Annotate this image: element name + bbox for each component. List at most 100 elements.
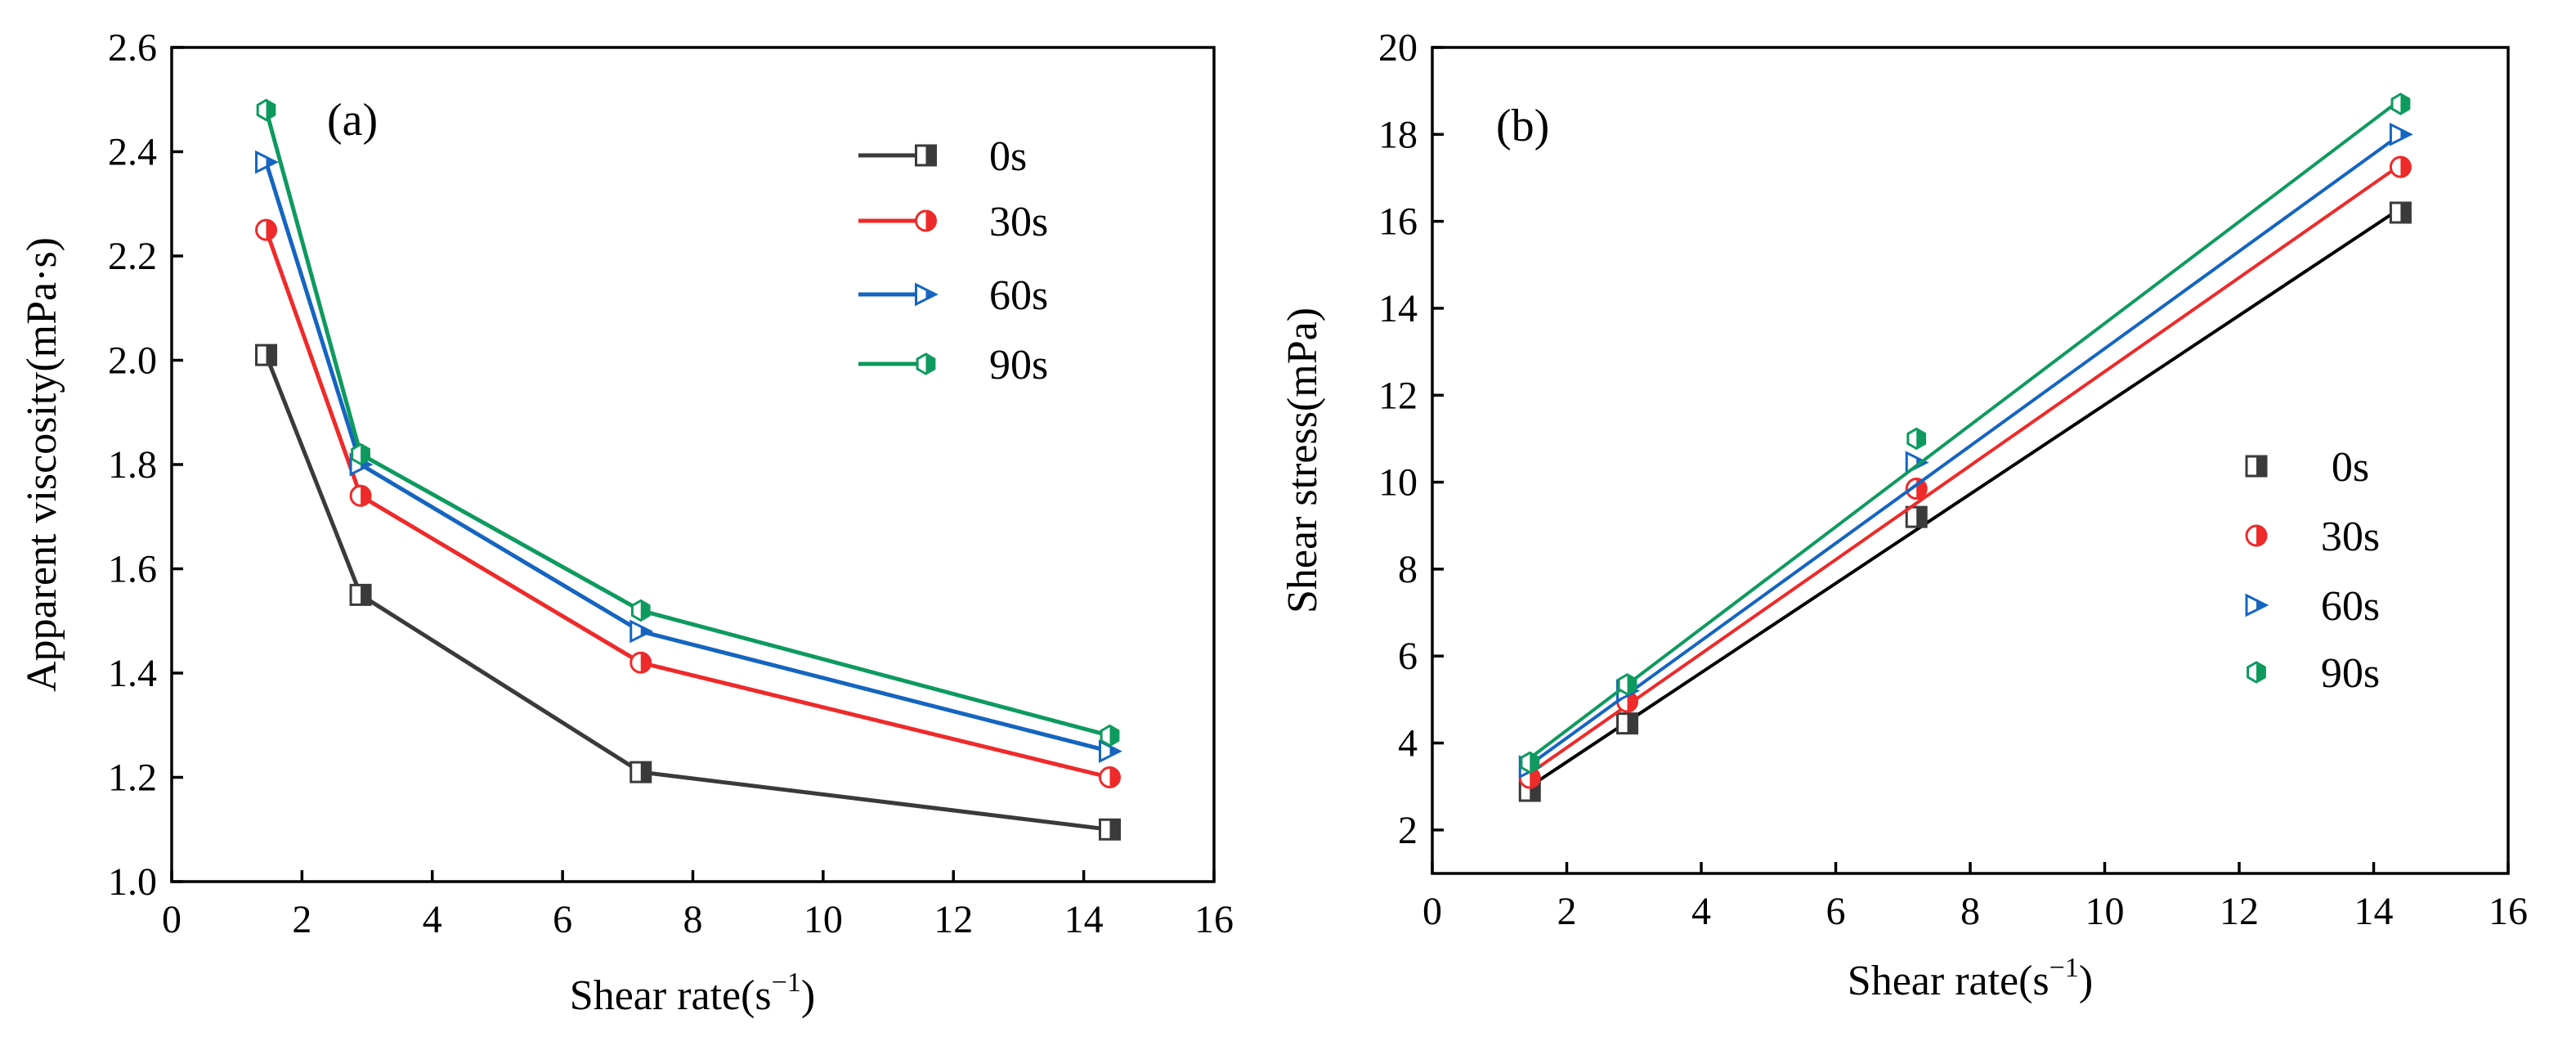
legend-marker-b-90s bbox=[2247, 661, 2266, 684]
data-point-a-90s-0 bbox=[256, 98, 276, 122]
data-point-a-30s-1 bbox=[349, 484, 372, 507]
y-tick-label-b-10: 10 bbox=[1378, 461, 1418, 505]
x-axis-label-b: Shear rate(s−1) bbox=[1848, 953, 2093, 1004]
legend-a: 0s 30s 60s 90s bbox=[858, 133, 1048, 388]
x-tick-label-a-12: 12 bbox=[934, 898, 973, 941]
data-point-b-0s-1 bbox=[1616, 712, 1639, 735]
panel-label-a: (a) bbox=[327, 95, 378, 146]
x-tick-label-b-2: 2 bbox=[1557, 890, 1577, 933]
fit-line-b-30s bbox=[1529, 163, 2402, 775]
x-axis-label-a: Shear rate(s−1) bbox=[570, 967, 815, 1019]
x-tick-label-b-6: 6 bbox=[1826, 890, 1846, 933]
panel-label-b: (b) bbox=[1496, 101, 1549, 151]
x-tick-label-b-16: 16 bbox=[2489, 890, 2528, 933]
y-tick-label-b-2: 2 bbox=[1398, 809, 1418, 852]
data-point-b-90s-3 bbox=[2390, 92, 2411, 115]
data-point-a-90s-1 bbox=[351, 442, 370, 466]
data-point-a-90s-2 bbox=[630, 599, 651, 622]
data-point-a-0s-3 bbox=[1099, 818, 1121, 841]
x-tick-label-a-2: 2 bbox=[292, 898, 311, 941]
data-point-b-0s-2 bbox=[1905, 505, 1928, 528]
data-point-a-0s-1 bbox=[349, 583, 372, 606]
y-tick-label-a-2.0: 2.0 bbox=[108, 339, 157, 383]
data-point-b-30s-2 bbox=[1905, 478, 1928, 501]
y-tick-label-b-12: 12 bbox=[1378, 374, 1418, 417]
y-axis-label-a: Apparent viscosity(mPa·s) bbox=[19, 237, 65, 692]
y-tick-label-b-18: 18 bbox=[1378, 113, 1418, 156]
series-line-a-90s bbox=[264, 109, 1111, 738]
chart-panel-a: (a) Shear rate(s−1) Apparent viscosity(m… bbox=[19, 26, 1234, 1019]
data-point-a-30s-0 bbox=[255, 218, 278, 241]
data-point-a-60s-2 bbox=[629, 619, 654, 644]
y-tick-label-b-20: 20 bbox=[1378, 26, 1418, 70]
x-tick-label-a-0: 0 bbox=[162, 898, 181, 941]
x-tick-label-b-10: 10 bbox=[2085, 890, 2125, 933]
x-tick-label-a-16: 16 bbox=[1194, 898, 1234, 941]
x-tick-label-b-8: 8 bbox=[1960, 890, 1980, 933]
y-tick-label-b-16: 16 bbox=[1378, 200, 1418, 244]
y-axis-label-b: Shear stress(mPa) bbox=[1279, 308, 1326, 613]
data-point-b-30s-3 bbox=[2389, 155, 2412, 178]
x-tick-label-b-14: 14 bbox=[2354, 890, 2394, 933]
x-tick-label-a-14: 14 bbox=[1064, 898, 1104, 941]
y-tick-label-a-2.2: 2.2 bbox=[108, 235, 157, 278]
legend-marker-b-0s bbox=[2245, 455, 2268, 478]
data-point-b-0s-3 bbox=[2389, 201, 2412, 224]
legend-label-b-30s: 30s bbox=[2321, 514, 2380, 560]
legend-marker-b-60s bbox=[2245, 593, 2269, 617]
series-line-a-60s bbox=[264, 161, 1111, 754]
legend-label-b-60s: 60s bbox=[2321, 583, 2380, 630]
y-tick-label-a-1.0: 1.0 bbox=[108, 860, 157, 904]
series-group-a bbox=[255, 98, 1122, 841]
legend-label-a-0s: 0s bbox=[989, 133, 1027, 180]
y-tick-label-b-14: 14 bbox=[1378, 287, 1418, 330]
legend-label-a-60s: 60s bbox=[989, 272, 1048, 319]
data-point-a-30s-3 bbox=[1099, 766, 1121, 788]
data-point-b-60s-3 bbox=[2389, 122, 2413, 146]
data-point-a-90s-3 bbox=[1100, 724, 1120, 747]
legend-marker-a-0s bbox=[915, 144, 937, 167]
fit-line-b-60s bbox=[1529, 132, 2402, 766]
series-group-b bbox=[1518, 92, 2413, 802]
legend-label-b-90s: 90s bbox=[2321, 650, 2380, 697]
y-tick-label-a-1.2: 1.2 bbox=[108, 756, 157, 800]
data-point-b-90s-2 bbox=[1906, 427, 1927, 451]
data-point-a-0s-0 bbox=[255, 343, 278, 366]
y-tick-label-a-2.4: 2.4 bbox=[108, 131, 157, 174]
fit-line-b-0s bbox=[1529, 207, 2402, 788]
x-tick-label-a-10: 10 bbox=[804, 898, 843, 941]
legend-b: 0s 30s 60s 90s bbox=[2245, 444, 2380, 697]
x-tick-label-b-4: 4 bbox=[1691, 890, 1711, 933]
y-tick-label-a-1.8: 1.8 bbox=[108, 443, 157, 487]
series-line-a-30s bbox=[264, 229, 1111, 779]
y-tick-label-a-1.6: 1.6 bbox=[108, 548, 157, 591]
legend-label-a-90s: 90s bbox=[989, 342, 1048, 388]
data-point-a-60s-0 bbox=[255, 150, 279, 174]
x-tick-label-a-4: 4 bbox=[423, 898, 442, 941]
fit-line-b-90s bbox=[1529, 98, 2402, 760]
axis-ticks-a: 0 2 4 6 8 10 12 14 16 1.0 1.2 1.4 1.6 1.8 2.0 2.2 2.4 2.6 bbox=[108, 26, 1234, 941]
y-tick-label-b-6: 6 bbox=[1398, 635, 1418, 678]
data-point-b-90s-0 bbox=[1520, 751, 1540, 774]
x-tick-label-a-8: 8 bbox=[683, 898, 703, 941]
data-point-b-90s-1 bbox=[1617, 673, 1637, 696]
x-tick-label-a-6: 6 bbox=[553, 898, 572, 941]
plot-frame-a bbox=[170, 46, 1216, 883]
y-tick-label-a-1.4: 1.4 bbox=[108, 652, 157, 695]
data-point-a-30s-2 bbox=[629, 651, 652, 674]
y-tick-label-b-4: 4 bbox=[1398, 722, 1418, 765]
y-tick-label-b-8: 8 bbox=[1398, 548, 1418, 591]
legend-label-b-0s: 0s bbox=[2332, 444, 2369, 491]
x-tick-label-b-12: 12 bbox=[2220, 890, 2259, 933]
legend-label-a-30s: 30s bbox=[989, 199, 1048, 245]
legend-marker-a-60s bbox=[915, 282, 939, 307]
legend-marker-b-30s bbox=[2245, 524, 2268, 547]
y-tick-label-a-2.6: 2.6 bbox=[108, 26, 157, 70]
legend-marker-a-90s bbox=[916, 352, 936, 375]
x-tick-label-b-0: 0 bbox=[1422, 890, 1442, 933]
legend-marker-a-30s bbox=[915, 209, 937, 232]
series-line-a-0s bbox=[264, 354, 1110, 832]
